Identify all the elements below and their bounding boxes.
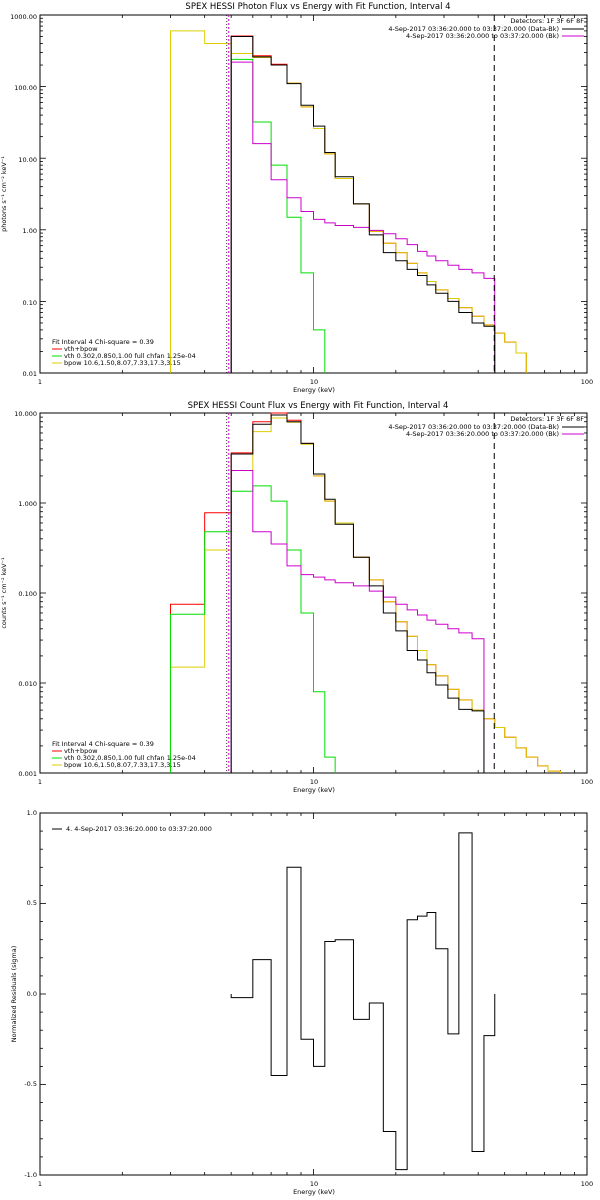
residuals-y-tick-0.5: 0.5 [27, 899, 37, 907]
photon-legend-bpow: bpow 10.6,1.50,8.07,7.33,17.3,3.15 [64, 359, 181, 367]
photon-y-tick-0.01: 0.01 [23, 370, 37, 378]
residuals-y-axis-label: Normalized Residuals (sigma) [10, 946, 18, 1043]
count-legend-fit-interval: Fit Interval 4 Chi-square = 0.39 [52, 740, 154, 748]
count-x-tick-10: 10 [310, 778, 318, 786]
count-legend-total: vth+bpow [64, 747, 98, 755]
photon-y-tick-1.00: 1.00 [23, 227, 37, 235]
count-flux-panel: SPEX HESSI Count Flux vs Energy with Fit… [0, 401, 593, 794]
count-y-tick-10.000: 10.000 [14, 410, 37, 418]
count-y-axis-label: counts s⁻¹ cm⁻² keV⁻¹ [0, 557, 8, 629]
photon-y-tick-10.00: 10.00 [18, 156, 37, 164]
resid-series-residuals [230, 832, 496, 1171]
photon-legend-data-bk: 4-Sep-2017 03:36:20.000 to 03:37:20.000 … [388, 25, 559, 33]
count-y-tick-0.010: 0.010 [18, 680, 37, 688]
residuals-y-tick-minus-0.5: -0.5 [24, 1080, 37, 1088]
residuals-panel: 1 10 100 -1.0 -0.5 0.0 0.5 1.0 Energy (k… [10, 809, 593, 1196]
photon-y-tick-1000.00: 1000.00 [10, 13, 37, 21]
residuals-y-tick-1.0: 1.0 [27, 809, 37, 817]
count-y-tick-1.000: 1.000 [18, 500, 37, 508]
count-series-bpow [169, 417, 561, 773]
photon-x-tick-10: 10 [310, 378, 318, 386]
photon-chart-title: SPEX HESSI Photon Flux vs Energy with Fi… [185, 2, 450, 12]
photon-series-bk [230, 61, 496, 373]
photon-x-tick-100: 100 [581, 378, 593, 386]
count-fit-range-lines [226, 413, 495, 773]
photon-legend-detectors: Detectors: 1F 3F 6F 8F [510, 17, 584, 25]
count-legend-bpow: bpow 10.6,1.50,8.07,7.33,17.3,3.15 [64, 761, 181, 769]
count-y-tick-0.100: 0.100 [18, 590, 37, 598]
photon-legend-fit-interval: Fit Interval 4 Chi-square = 0.39 [52, 338, 154, 346]
photon-y-tick-100.00: 100.00 [14, 84, 37, 92]
residuals-x-axis-label: Energy (keV) [293, 1188, 335, 1196]
count-series-data-bk [230, 414, 485, 773]
photon-axis-ticks [39, 15, 587, 374]
photon-y-tick-0.10: 0.10 [23, 299, 37, 307]
count-legend-vth: vth 0.302,0.850,1.00 full chfan 1.25e-04 [64, 754, 196, 762]
count-legend-data-bk: 4-Sep-2017 03:36:20.000 to 03:37:20.000 … [388, 423, 559, 431]
residuals-x-tick-10: 10 [310, 1180, 318, 1188]
photon-legend-vth: vth 0.302,0.850,1.00 full chfan 1.25e-04 [64, 352, 196, 360]
count-x-tick-1: 1 [38, 778, 42, 786]
residuals-x-tick-100: 100 [581, 1180, 593, 1188]
count-y-tick-0.001: 0.001 [18, 770, 37, 778]
count-legend-bk: 4-Sep-2017 03:36:20.000 to 03:37:20.000 … [406, 430, 559, 438]
residuals-axis-ticks [39, 812, 587, 1176]
count-legend-detectors: Detectors: 1F 3F 6F 8F [510, 415, 584, 423]
photon-series-data-bk [230, 36, 496, 373]
photon-y-axis-label: photons s⁻¹ cm⁻² keV⁻¹ [0, 156, 8, 232]
photon-data-series [169, 30, 527, 373]
photon-x-tick-1: 1 [38, 378, 42, 386]
residuals-y-tick-minus-1.0: -1.0 [24, 1171, 37, 1179]
residuals-x-tick-1: 1 [38, 1180, 42, 1188]
residuals-legend-interval: 4. 4-Sep-2017 03:36:20.000 to 03:37:20.0… [66, 825, 212, 833]
count-series-vth [169, 485, 336, 773]
residuals-data-series [230, 832, 496, 1171]
photon-flux-panel: SPEX HESSI Photon Flux vs Energy with Fi… [0, 2, 593, 394]
count-x-tick-100: 100 [581, 778, 593, 786]
count-series-bk [230, 469, 485, 773]
photon-legend-bk: 4-Sep-2017 03:36:20.000 to 03:37:20.000 … [406, 32, 559, 40]
count-x-axis-label: Energy (keV) [293, 786, 335, 794]
residuals-y-tick-0.0: 0.0 [27, 990, 37, 998]
photon-x-axis-label: Energy (keV) [293, 386, 335, 394]
photon-legend-total: vth+bpow [64, 345, 98, 353]
count-data-series [169, 412, 561, 773]
count-chart-title: SPEX HESSI Count Flux vs Energy with Fit… [188, 401, 449, 411]
